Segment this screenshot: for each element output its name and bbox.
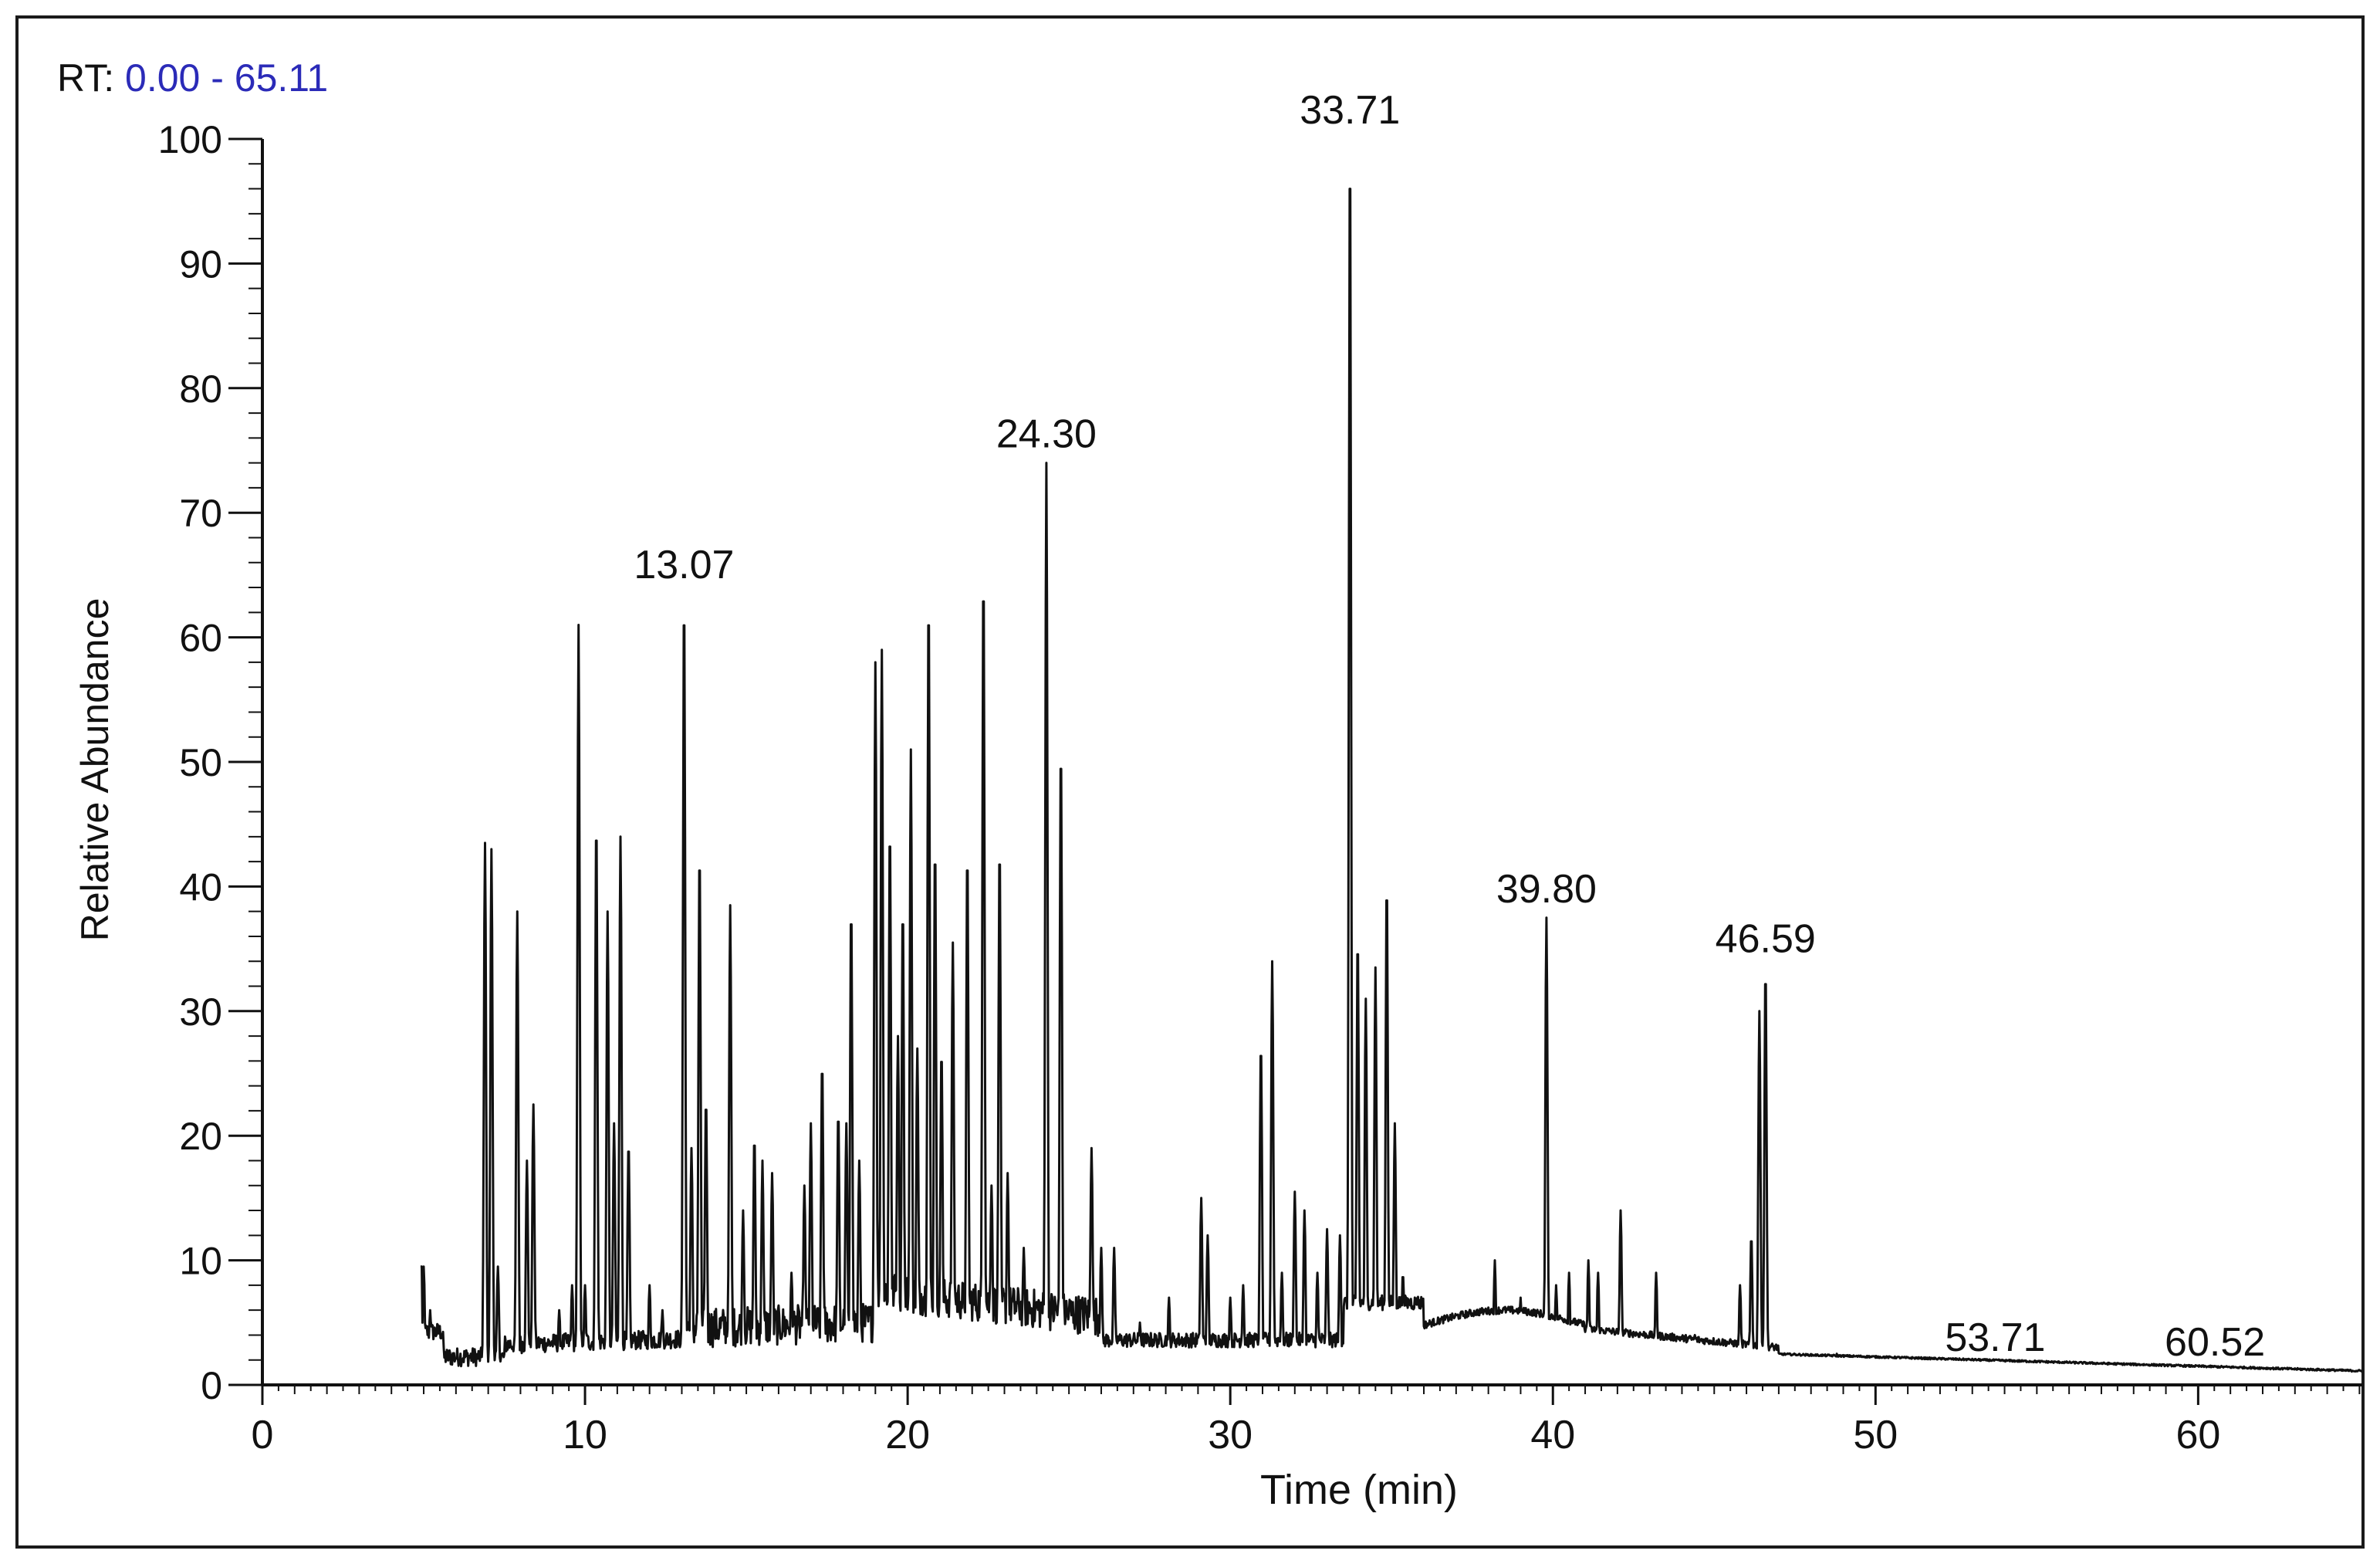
retention-time-range: RT: 0.00 - 65.11 — [57, 56, 328, 100]
x-tick-label: 40 — [1530, 1413, 1575, 1457]
axes: 0 10 20 30 40 50 60 70 80 90 100 0 10 20 30 40 50 60 — [158, 118, 2363, 1457]
x-tick-label: 10 — [563, 1413, 607, 1457]
x-tick-label: 50 — [1853, 1413, 1898, 1457]
y-tick-label: 90 — [179, 242, 222, 286]
y-tick-label: 70 — [179, 492, 222, 535]
y-tick-label: 0 — [201, 1364, 222, 1407]
x-tick-label: 30 — [1208, 1413, 1253, 1457]
x-axis-label: Time (min) — [1260, 1467, 1458, 1513]
peak-label: 24.30 — [996, 412, 1097, 457]
y-tick-label: 30 — [179, 990, 222, 1034]
y-tick-label: 20 — [179, 1115, 222, 1158]
y-tick-label: 80 — [179, 367, 222, 411]
rt-prefix: RT: — [57, 56, 115, 100]
x-tick-label: 20 — [885, 1413, 930, 1457]
y-tick-label: 100 — [158, 118, 222, 161]
peak-label: 33.71 — [1300, 88, 1400, 133]
peak-label: 46.59 — [1716, 916, 1816, 961]
chromatogram-frame: RT: 0.00 - 65.11 — [15, 15, 2365, 1549]
y-tick-label: 60 — [179, 617, 222, 660]
peak-label: 39.80 — [1496, 867, 1597, 912]
chromatogram-trace — [420, 188, 2364, 1373]
trace-group — [420, 188, 2364, 1373]
peak-label: 13.07 — [634, 543, 734, 587]
peak-annotations: 13.07 24.30 33.71 39.80 46.59 53.71 60.52 — [634, 88, 2265, 1365]
y-tick-label: 50 — [179, 741, 222, 784]
rt-range-value: 0.00 - 65.11 — [125, 56, 329, 100]
y-tick-label: 40 — [179, 865, 222, 909]
y-axis-label: Relative Abundance — [73, 598, 117, 942]
x-tick-label: 0 — [252, 1413, 274, 1457]
y-tick-label: 10 — [179, 1240, 222, 1283]
x-tick-label: 60 — [2175, 1413, 2220, 1457]
peak-label: 53.71 — [1945, 1315, 2045, 1360]
peak-label: 60.52 — [2165, 1320, 2265, 1365]
